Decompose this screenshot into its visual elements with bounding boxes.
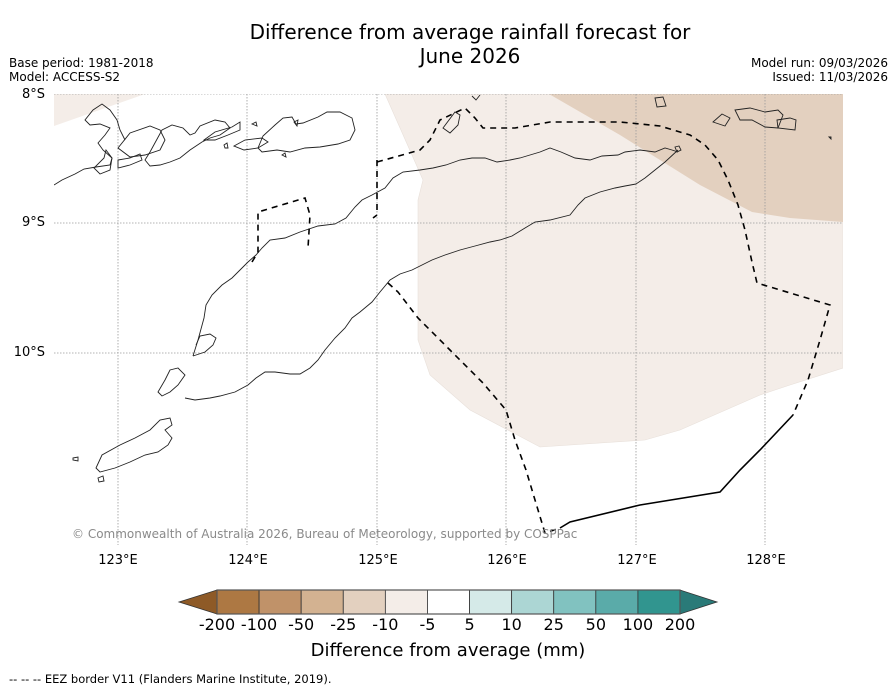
title-line-1: Difference from average rainfall forecas… (249, 20, 691, 44)
lat-label-8s: 8°S (21, 87, 45, 102)
colorbar-segment (216, 589, 260, 615)
eez-border-north (372, 107, 831, 416)
coastline-island (674, 145, 682, 153)
gridlines (54, 94, 843, 545)
eez-borders (251, 107, 831, 535)
coastline-island (97, 475, 105, 483)
colorbar-tick-label: 50 (585, 615, 606, 634)
coastline-island (281, 152, 287, 158)
anomaly-region-light (54, 94, 145, 126)
coastline-rote (95, 417, 173, 473)
coastline-timor-south (184, 149, 679, 401)
colorbar-segment (384, 589, 428, 615)
coastline-island (232, 137, 269, 151)
issued-date: Issued: 11/03/2026 (772, 70, 888, 84)
copyright-notice: © Commonwealth of Australia 2026, Bureau… (72, 527, 578, 541)
eez-border-south (387, 282, 561, 535)
lon-label-125e: 125°E (358, 553, 398, 568)
title-line-2: June 2026 (419, 44, 521, 68)
coastline-alor (144, 119, 231, 167)
lat-label-10s: 10°S (13, 345, 45, 360)
colorbar-tick-label: 25 (543, 615, 564, 634)
colorbar-tick-label: 5 (464, 615, 475, 634)
colorbar-tick-label: -50 (288, 615, 315, 634)
coastline-island (827, 136, 832, 141)
colorbar (177, 589, 719, 615)
anomaly-region-medium (549, 94, 843, 222)
run-info: Model run: 09/03/2026 Issued: 11/03/2026 (751, 56, 888, 84)
coastline-island (293, 119, 299, 128)
coastlines (54, 94, 832, 483)
lon-label-123e: 123°E (98, 553, 138, 568)
eez-border-enclave (251, 197, 311, 263)
colorbar-segment (342, 589, 386, 615)
coastline-island (250, 121, 258, 127)
model-info: Base period: 1981-2018 Model: ACCESS-S2 (9, 56, 154, 84)
map-area (54, 94, 843, 545)
colorbar-tick-label: -200 (198, 615, 236, 634)
colorbar-frame (216, 589, 681, 615)
colorbar-segment (258, 589, 302, 615)
colorbar-segment (469, 589, 513, 615)
colorbar-tick-label: 200 (664, 615, 696, 634)
coastline-timor-north (192, 147, 679, 357)
colorbar-tick-label: -5 (419, 615, 436, 634)
eez-legend-note: -- -- -- EEZ border V11 (Flanders Marine… (9, 672, 332, 686)
colorbar-tick-label: -10 (372, 615, 399, 634)
colorbar-tick-label: 100 (622, 615, 654, 634)
coastline-flores-west (54, 103, 126, 186)
colorbar-over-arrow (679, 589, 719, 615)
coastline-atauro (442, 111, 461, 134)
colorbar-segment (427, 589, 470, 615)
colorbar-segment (553, 589, 597, 615)
coastline-leti (712, 113, 731, 127)
lon-label-127e: 127°E (617, 553, 657, 568)
lon-label-126e: 126°E (487, 553, 527, 568)
colorbar-tick-label: -100 (240, 615, 278, 634)
colorbar-tick-label: 10 (501, 615, 522, 634)
colorbar-tick-label: -25 (330, 615, 357, 634)
coastline-moa (734, 107, 784, 129)
eez-border-solid-segment (559, 414, 794, 529)
colorbar-title: Difference from average (mm) (310, 640, 586, 661)
colorbar-segment (637, 589, 681, 615)
lon-label-128e: 128°E (746, 553, 786, 568)
lon-label-124e: 124°E (228, 553, 268, 568)
coastline-island (202, 121, 241, 141)
coastline-island (117, 153, 143, 169)
colorbar-segment (300, 589, 344, 615)
coastline-kisar (654, 96, 667, 108)
map-title: Difference from average rainfall forecas… (0, 20, 896, 68)
coastline-lakor (776, 117, 797, 131)
coastline-island (117, 125, 166, 158)
coastline-island (93, 148, 113, 175)
coastline-wetar (257, 111, 356, 153)
coastline-island (471, 94, 481, 101)
coastline-semau (157, 367, 186, 397)
model-name: Model: ACCESS-S2 (9, 70, 121, 84)
coastline-timor-west-tip (192, 333, 217, 357)
colorbar-segment (511, 589, 555, 615)
colorbar-segment (595, 589, 639, 615)
base-period: Base period: 1981-2018 (9, 56, 154, 70)
coastline-island (72, 456, 79, 462)
lat-label-9s: 9°S (21, 215, 45, 230)
colorbar-under-arrow (177, 589, 218, 615)
model-run-date: Model run: 09/03/2026 (750, 56, 888, 70)
coastline-island (223, 142, 229, 149)
